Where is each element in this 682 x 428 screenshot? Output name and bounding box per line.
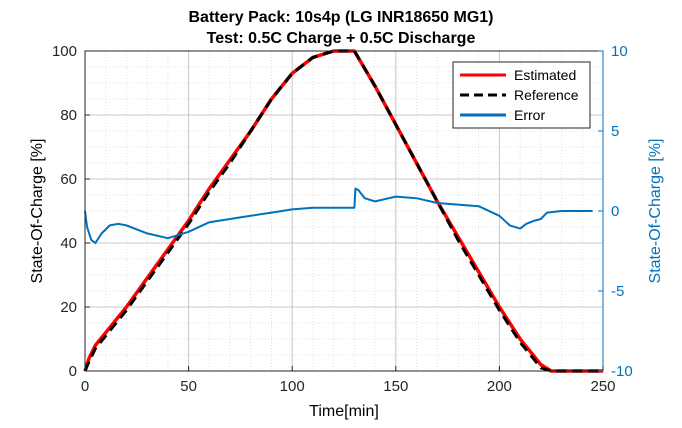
legend-label-error: Error [514,107,545,123]
x-tick-label: 200 [487,378,512,395]
y-left-tick-label: 20 [60,299,77,316]
y-left-tick-label: 60 [60,171,77,188]
x-tick-label: 50 [180,378,197,395]
y-right-tick-label: -5 [611,283,624,300]
x-tick-label: 150 [383,378,408,395]
y-right-tick-label: 5 [611,123,619,140]
x-tick-label: 0 [81,378,89,395]
legend-label-estimated: Estimated [514,67,576,83]
y-right-tick-label: -10 [611,363,633,380]
chart-subtitle: Test: 0.5C Charge + 0.5C Discharge [207,30,476,47]
x-axis-label: Time[min] [309,403,379,420]
series-line-reference [83,49,603,373]
tick-layer: 0 50 100 150 200 250 0 20 40 60 80 100 -10 -5 0 5 10 [52,43,633,395]
y-right-tick-label: 0 [611,203,619,220]
x-tick-label: 250 [590,378,615,395]
y-axis-label-left: State-Of-Charge [%] [29,139,46,284]
y-left-tick-label: 100 [52,43,77,60]
y-right-tick-label: 10 [611,43,628,60]
y-left-tick-label: 0 [69,363,77,380]
x-tick-label: 100 [280,378,305,395]
y-axis-label-right: State-Of-Charge [%] [647,139,664,284]
series-line-error [84,187,593,244]
y-left-tick-label: 40 [60,235,77,252]
y-left-tick-label: 80 [60,107,77,124]
chart-title: Battery Pack: 10s4p (LG INR18650 MG1) [188,9,493,26]
legend: Estimated Reference Error [452,61,591,129]
legend-label-reference: Reference [514,87,579,103]
